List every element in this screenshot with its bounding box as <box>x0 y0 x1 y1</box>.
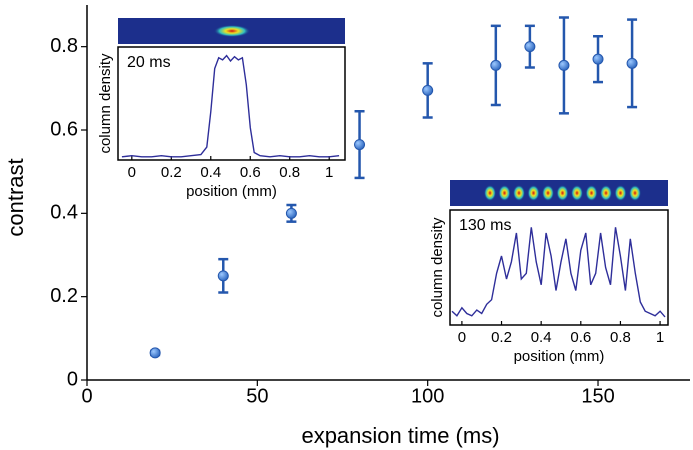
x-tick-label: 0.4 <box>200 164 221 181</box>
profile-line <box>121 54 340 158</box>
inset-plot: 20 ms 0 0.2 0.4 0.6 0.8 1 position (mm) column d… <box>97 46 346 200</box>
data-point <box>558 59 570 71</box>
x-tick-label: 150 <box>581 385 614 407</box>
y-axis-label: column density <box>429 217 446 318</box>
atom-cloud <box>600 185 612 201</box>
x-tick-label: 0.8 <box>279 164 300 181</box>
data-point <box>490 59 502 71</box>
image-strip-130ms <box>450 180 668 206</box>
y-tick-label: 0 <box>67 368 78 390</box>
x-axis-label: position (mm) <box>186 183 277 200</box>
y-tick-label: 0.2 <box>50 285 78 307</box>
atom-cloud <box>484 185 496 201</box>
inset-frame <box>117 46 346 161</box>
inset-annotation: 130 ms <box>459 217 511 234</box>
x-tick-label: 0.6 <box>240 164 261 181</box>
atom-cloud <box>585 185 598 201</box>
x-axis-label: expansion time (ms) <box>301 423 499 448</box>
atom-cloud <box>498 185 511 201</box>
inset-annotation: 20 ms <box>127 54 171 71</box>
x-tick-label: 100 <box>411 385 444 407</box>
data-point <box>149 347 161 359</box>
x-tick-label: 1 <box>325 164 333 181</box>
data-point <box>422 84 434 96</box>
atom-cloud <box>513 185 525 201</box>
atom-cloud <box>556 185 569 201</box>
y-tick-label: 0.6 <box>50 118 78 140</box>
atom-cloud <box>527 185 540 201</box>
x-tick-label: 0 <box>81 385 92 407</box>
atom-cloud <box>214 25 250 37</box>
data-point <box>524 41 536 53</box>
x-tick-label: 0.2 <box>161 164 182 181</box>
profile-line <box>451 227 666 318</box>
x-tick-label: 0.8 <box>610 329 631 346</box>
y-axis-label: column density <box>97 53 114 154</box>
data-point <box>354 139 366 151</box>
x-tick-label: 0.6 <box>570 329 591 346</box>
x-tick-label: 0.2 <box>491 329 512 346</box>
y-axis-label: contrast <box>3 158 28 236</box>
x-tick-label: 0 <box>128 164 136 181</box>
x-tick-label: 0 <box>458 329 466 346</box>
image-strip-20ms <box>118 18 345 44</box>
inset-plot: 130 ms 0 0.2 0.4 0.6 0.8 1 position (mm) column … <box>429 209 669 365</box>
atom-cloud <box>614 185 627 201</box>
x-tick-label: 50 <box>246 385 268 407</box>
data-point <box>217 270 229 282</box>
x-axis-label: position (mm) <box>514 348 605 365</box>
data-point <box>285 207 297 219</box>
atom-cloud <box>571 185 583 201</box>
y-tick-label: 0.4 <box>50 202 78 224</box>
data-point <box>592 53 604 65</box>
atom-cloud <box>542 185 554 201</box>
data-point <box>626 57 638 69</box>
atom-cloud <box>629 185 641 201</box>
y-tick-label: 0.8 <box>50 35 78 57</box>
x-tick-label: 0.4 <box>531 329 552 346</box>
x-tick-label: 1 <box>656 329 664 346</box>
